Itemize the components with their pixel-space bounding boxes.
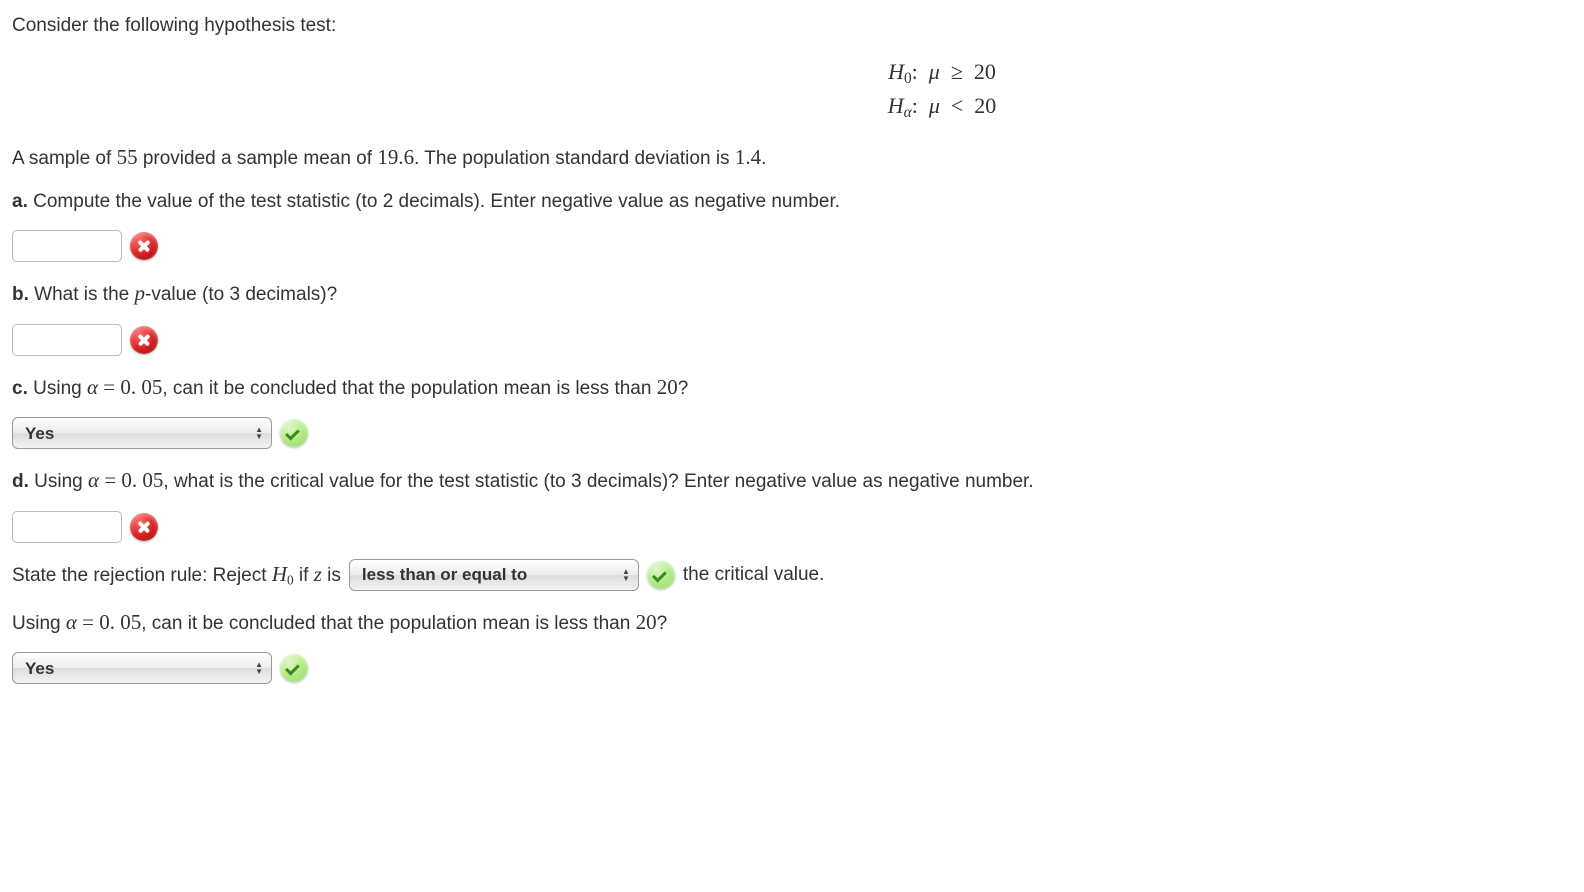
part-d-alpha: α [88,468,99,492]
wrong-icon [130,232,158,260]
final-val: 0. 05 [99,610,141,634]
final-mid: , can it be concluded that the populatio… [141,613,635,634]
ha-mu: μ [929,93,940,118]
final-q: ? [657,613,668,634]
rejection-if: if [294,565,314,586]
rejection-pre: State the rejection rule: Reject [12,565,272,586]
part-c-eq: = [98,375,120,399]
part-c-twenty: 20 [657,375,678,399]
sample-pre: A sample of [12,148,117,169]
part-d-label: d. [12,471,29,492]
sample-mid2: . The population standard deviation is [414,148,735,169]
part-b-answer-row [12,324,1572,356]
final-eq: = [77,610,99,634]
final-pre: Using [12,613,66,634]
part-b-label: b. [12,284,29,305]
rejection-select-value: less than or equal to [362,562,527,588]
part-a: a. Compute the value of the test statist… [12,188,1572,217]
part-c-label: c. [12,378,28,399]
part-b: b. What is the p-value (to 3 decimals)? [12,278,1572,310]
final-alpha: α [66,610,77,634]
select-arrows-icon: ▲▼ [622,568,630,582]
h0-colon: : [912,59,918,84]
sample-mid: provided a sample mean of [138,148,378,169]
rejection-select[interactable]: less than or equal to ▲▼ [349,559,639,591]
correct-icon [280,654,308,682]
ha-subscript: α [904,104,912,121]
final-answer-row: Yes ▲▼ [12,652,1572,684]
part-a-input[interactable] [12,230,122,262]
hypotheses-block: H0: μ ≥ 20 Hα: μ < 20 [12,55,1572,125]
part-c-pre: Using [28,378,87,399]
part-a-label: a. [12,191,28,212]
wrong-icon [130,513,158,541]
h0-operator: ≥ [951,59,963,84]
rejection-h0-sub: 0 [287,572,294,587]
part-b-post: -value (to 3 decimals)? [145,284,337,305]
correct-icon [280,419,308,447]
part-c: c. Using α = 0. 05, can it be concluded … [12,372,1572,404]
pop-sd: 1.4 [735,145,761,169]
select-arrows-icon: ▲▼ [255,426,263,440]
ha-operator: < [951,93,963,118]
part-c-select-value: Yes [25,421,54,447]
final-conclusion-text: Using α = 0. 05, can it be concluded tha… [12,607,1572,639]
h0-mu: μ [929,59,940,84]
hypothesis-ha: Hα: μ < 20 [888,89,997,124]
part-d-eq: = [99,468,121,492]
part-d-pre: Using [29,471,88,492]
part-d-answer-row [12,511,1572,543]
wrong-icon [130,326,158,354]
part-a-text: Compute the value of the test statistic … [28,191,840,212]
final-twenty: 20 [636,610,657,634]
rejection-text: State the rejection rule: Reject H0 if z… [12,559,341,591]
ha-colon: : [912,93,918,118]
part-a-answer-row [12,230,1572,262]
h0-letter: H [888,59,904,84]
rejection-rule-row: State the rejection rule: Reject H0 if z… [12,559,1572,591]
part-d-input[interactable] [12,511,122,543]
part-c-alpha: α [87,375,98,399]
rejection-post: the critical value. [683,561,825,590]
final-select[interactable]: Yes ▲▼ [12,652,272,684]
part-d: d. Using α = 0. 05, what is the critical… [12,465,1572,497]
rejection-is: is [322,565,341,586]
part-b-p: p [135,281,146,305]
hypothesis-h0: H0: μ ≥ 20 [888,55,996,90]
correct-icon [647,561,675,589]
sample-period: . [761,148,766,169]
part-c-answer-row: Yes ▲▼ [12,417,1572,449]
part-b-pre: What is the [29,284,135,305]
h0-value: 20 [974,59,996,84]
ha-letter: H [888,93,904,118]
h0-subscript: 0 [904,69,912,86]
part-d-val: 0. 05 [121,468,163,492]
part-c-mid: , can it be concluded that the populatio… [162,378,656,399]
final-select-value: Yes [25,656,54,682]
part-c-select[interactable]: Yes ▲▼ [12,417,272,449]
part-c-val: 0. 05 [120,375,162,399]
ha-value: 20 [974,93,996,118]
part-c-q: ? [678,378,689,399]
sample-mean: 19.6 [377,145,414,169]
select-arrows-icon: ▲▼ [255,661,263,675]
part-d-mid: , what is the critical value for the tes… [163,471,1033,492]
rejection-z: z [314,562,322,586]
intro-text: Consider the following hypothesis test: [12,12,1572,41]
sample-n: 55 [117,145,138,169]
sample-info: A sample of 55 provided a sample mean of… [12,142,1572,174]
part-b-input[interactable] [12,324,122,356]
rejection-h0-h: H [272,562,287,586]
